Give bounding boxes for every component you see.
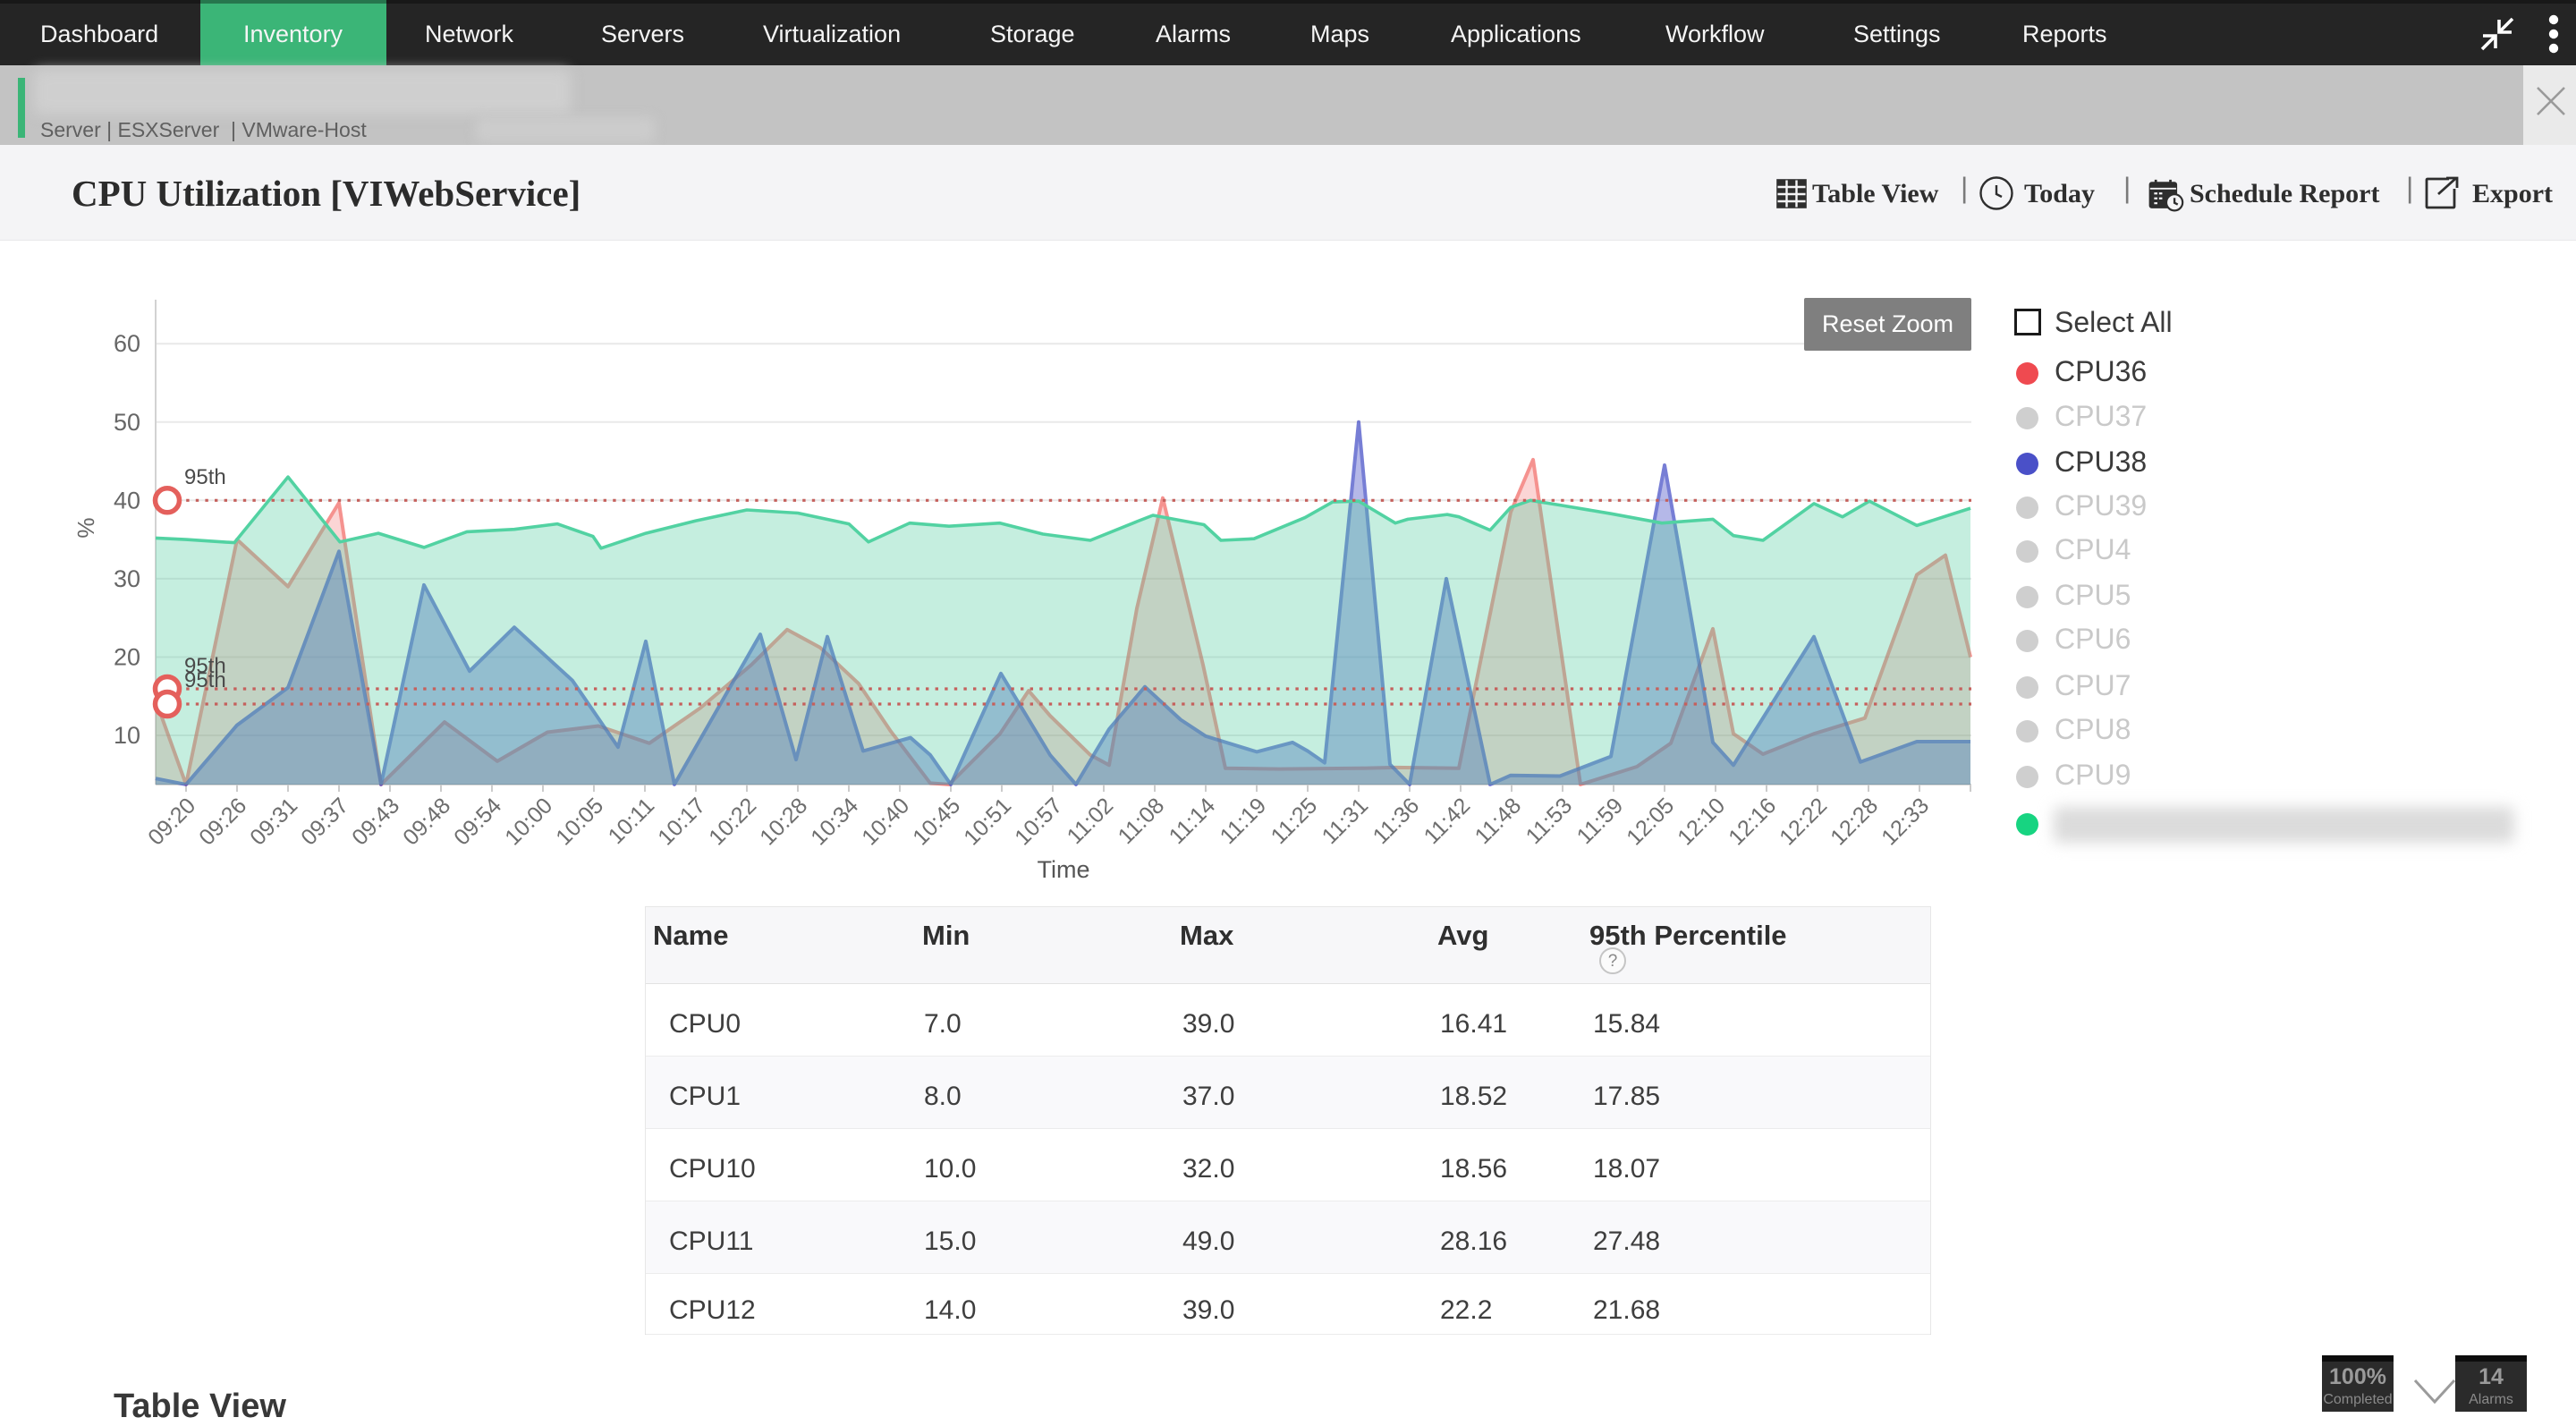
svg-text:11:48: 11:48 <box>1470 793 1527 849</box>
svg-text:11:25: 11:25 <box>1267 793 1323 849</box>
svg-text:10:57: 10:57 <box>1010 793 1067 850</box>
svg-text:10:51: 10:51 <box>959 793 1016 850</box>
svg-text:11:59: 11:59 <box>1572 793 1629 849</box>
svg-text:10: 10 <box>114 722 140 749</box>
svg-text:60: 60 <box>114 330 140 357</box>
svg-text:09:26: 09:26 <box>194 793 251 850</box>
svg-text:10:17: 10:17 <box>653 793 710 850</box>
svg-text:09:37: 09:37 <box>296 793 353 850</box>
svg-text:11:19: 11:19 <box>1216 793 1272 849</box>
svg-text:09:20: 09:20 <box>143 793 200 850</box>
svg-text:09:43: 09:43 <box>347 793 404 850</box>
svg-text:11:53: 11:53 <box>1521 793 1578 849</box>
svg-text:20: 20 <box>114 644 140 671</box>
svg-text:11:36: 11:36 <box>1368 793 1425 849</box>
svg-text:50: 50 <box>114 409 140 436</box>
svg-text:95th: 95th <box>184 654 226 678</box>
svg-text:30: 30 <box>114 565 140 592</box>
svg-text:10:45: 10:45 <box>908 793 965 850</box>
svg-text:12:28: 12:28 <box>1826 793 1883 850</box>
svg-text:10:22: 10:22 <box>704 793 761 850</box>
svg-text:12:10: 12:10 <box>1673 793 1730 850</box>
svg-text:09:31: 09:31 <box>245 793 302 850</box>
svg-text:12:22: 12:22 <box>1775 793 1832 850</box>
svg-text:10:34: 10:34 <box>806 793 863 850</box>
svg-text:10:40: 10:40 <box>857 793 914 850</box>
svg-text:12:05: 12:05 <box>1622 793 1679 850</box>
svg-text:10:00: 10:00 <box>500 793 557 850</box>
svg-text:Time: Time <box>1038 856 1090 883</box>
svg-text:09:54: 09:54 <box>449 793 506 850</box>
svg-text:11:02: 11:02 <box>1063 793 1119 849</box>
svg-text:11:14: 11:14 <box>1165 793 1221 849</box>
svg-text:12:16: 12:16 <box>1724 793 1781 850</box>
svg-text:09:48: 09:48 <box>398 793 455 850</box>
svg-text:95th: 95th <box>184 465 226 489</box>
svg-text:10:05: 10:05 <box>551 793 608 850</box>
svg-text:95th: 95th <box>184 668 226 692</box>
svg-text:10:11: 10:11 <box>604 793 660 849</box>
svg-text:%: % <box>72 517 99 538</box>
svg-text:11:31: 11:31 <box>1318 793 1374 849</box>
svg-text:12:33: 12:33 <box>1877 793 1934 850</box>
svg-text:10:28: 10:28 <box>755 793 812 850</box>
svg-text:11:08: 11:08 <box>1114 793 1170 849</box>
svg-text:11:42: 11:42 <box>1419 793 1476 849</box>
svg-text:40: 40 <box>114 487 140 514</box>
